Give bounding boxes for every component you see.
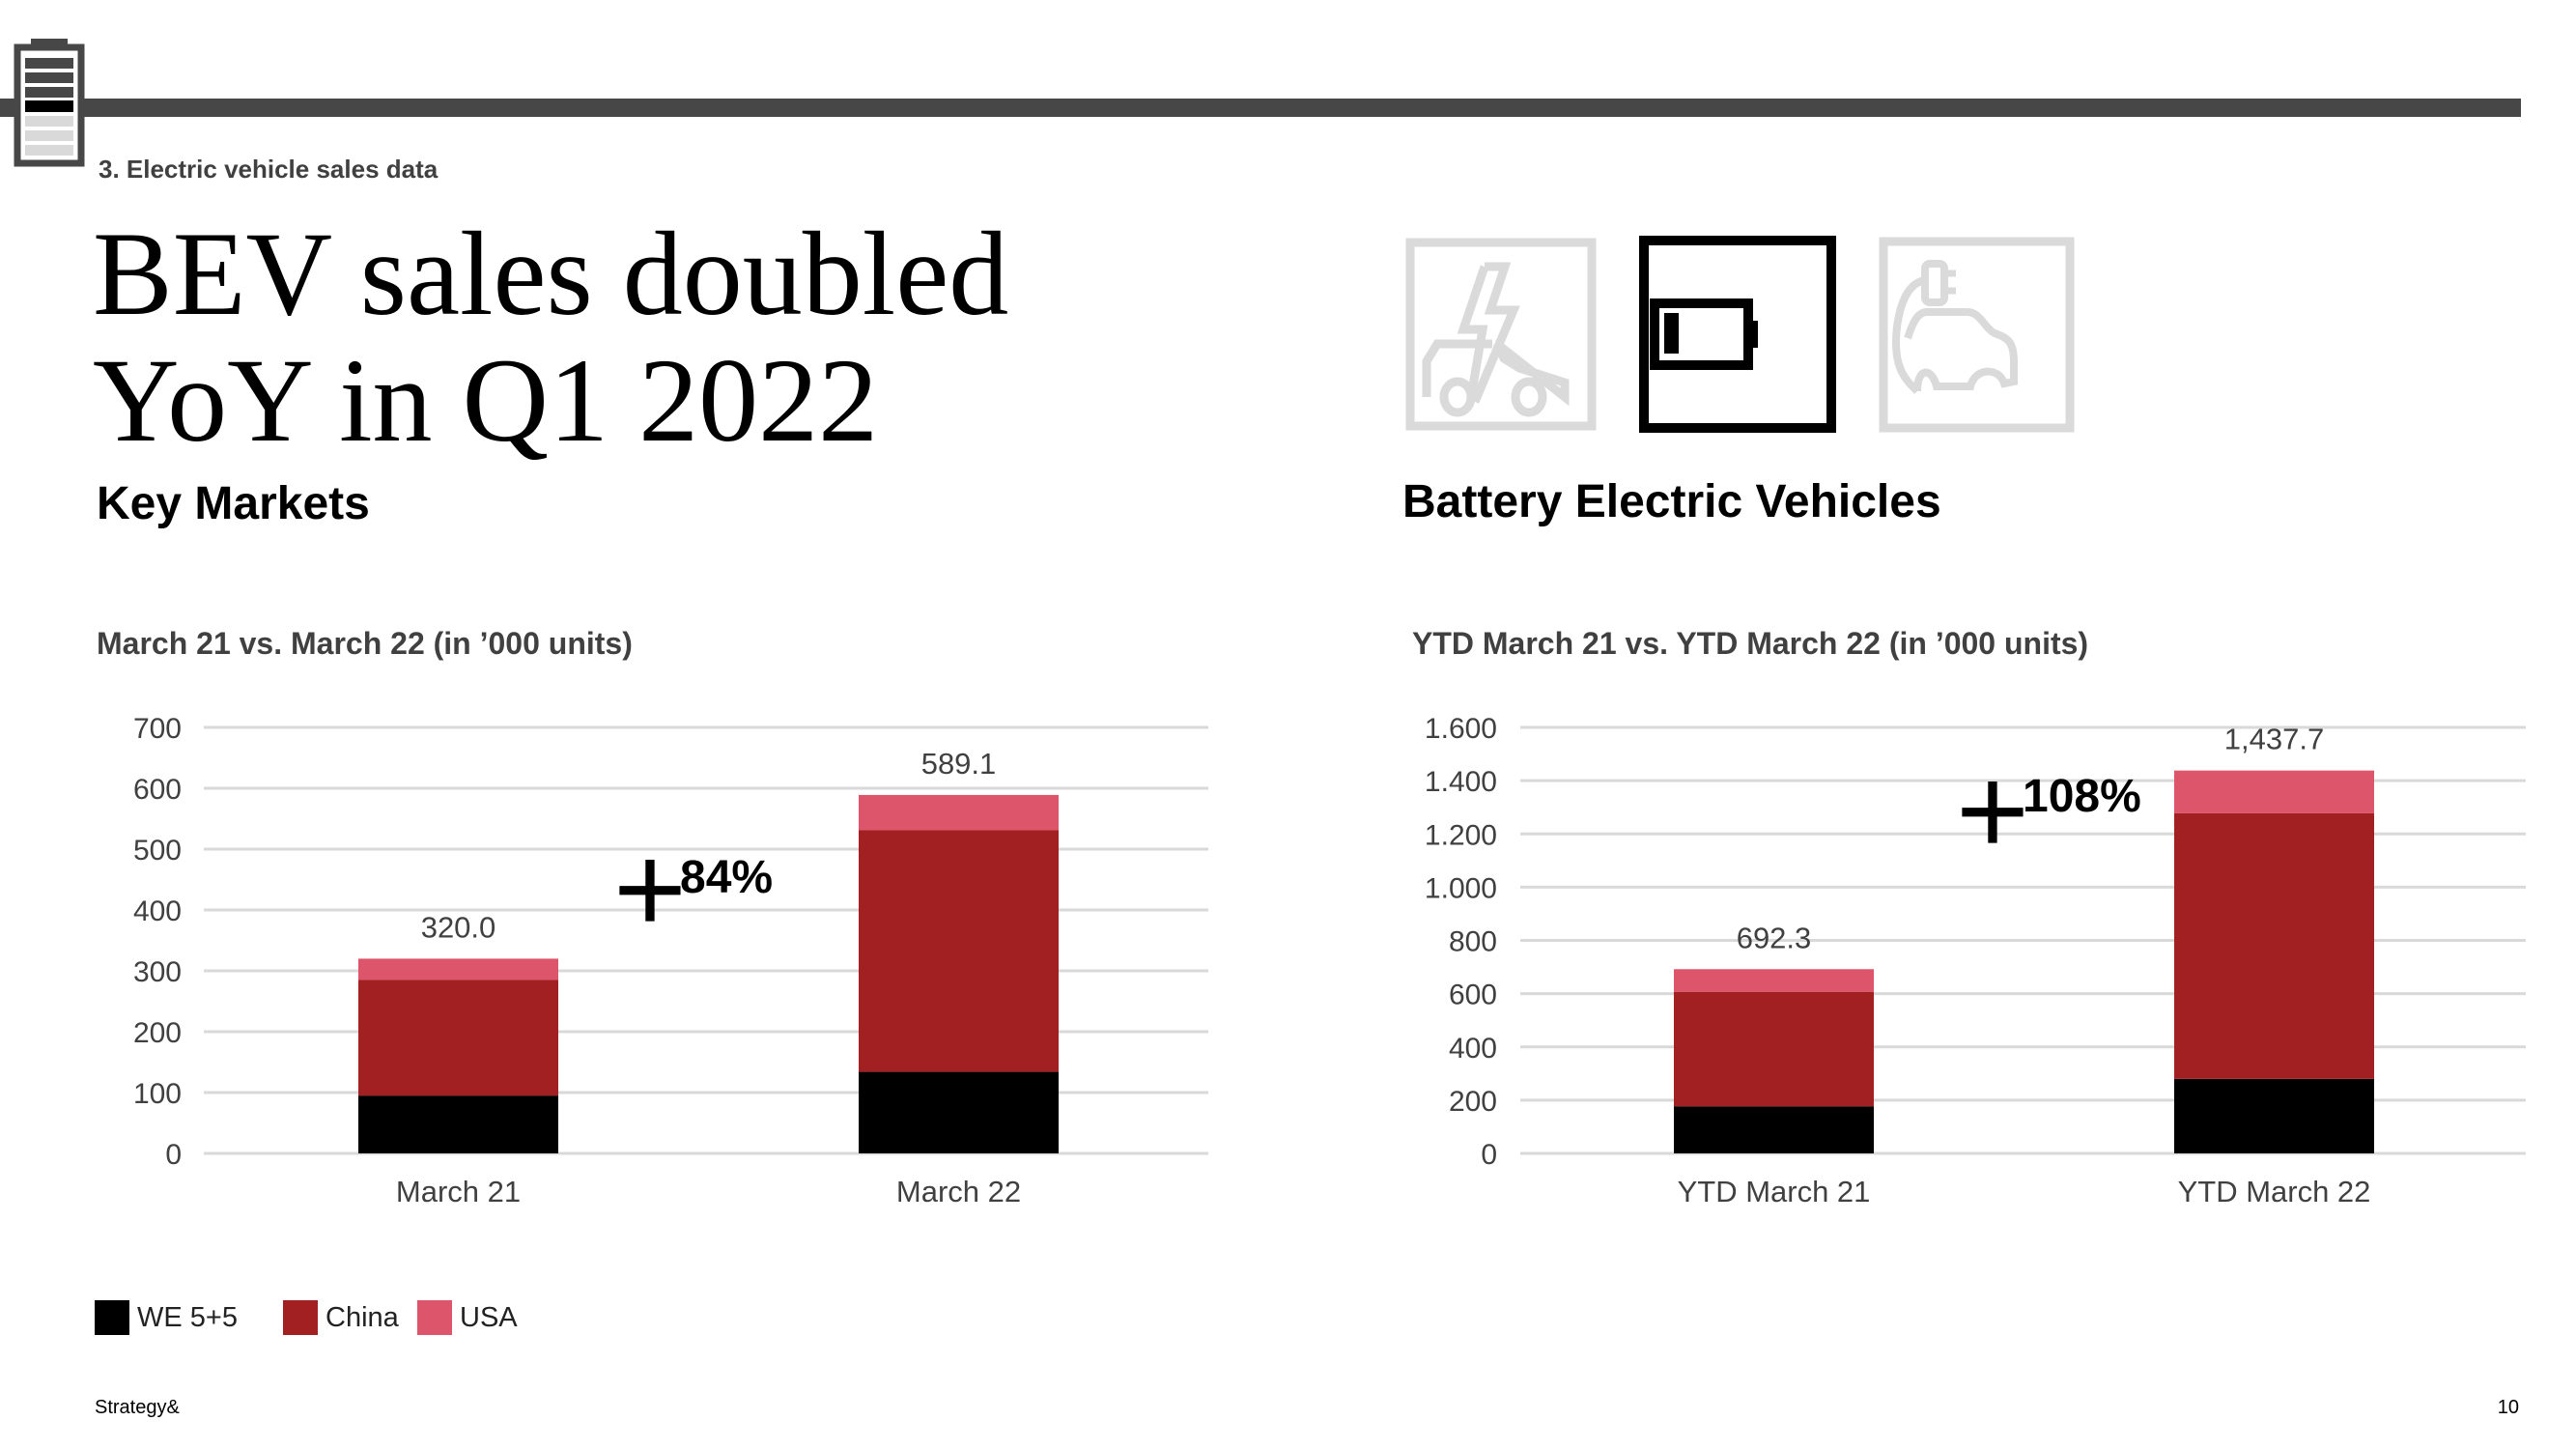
legend-item-china: China — [283, 1300, 399, 1335]
bar-total-label: 1,437.7 — [2224, 723, 2324, 756]
x-category-label: March 21 — [396, 1175, 521, 1208]
car-lightning-icon — [1405, 238, 1597, 431]
y-tick-label: 800 — [1449, 926, 1497, 958]
footer-brand: Strategy& — [95, 1397, 180, 1418]
bar-segment-china — [859, 830, 1059, 1072]
plus-sign-icon: + — [1956, 740, 2029, 881]
left-chart-title: March 21 vs. March 22 (in ’000 units) — [97, 626, 633, 661]
plus-sign-icon: + — [613, 818, 687, 959]
legend-item-we: WE 5+5 — [95, 1300, 238, 1335]
bar-segment-china — [1674, 991, 1874, 1107]
y-tick-label: 0 — [165, 1139, 182, 1171]
bar-segment-china — [358, 980, 558, 1096]
legend-item-usa: USA — [417, 1300, 518, 1335]
bar-segment-china — [2174, 812, 2374, 1079]
electric-car-plug-icon — [1879, 237, 2075, 433]
y-tick-label: 100 — [133, 1078, 182, 1110]
right-heading: Battery Electric Vehicles — [1402, 476, 1941, 527]
legend-label-we: WE 5+5 — [137, 1301, 238, 1333]
y-tick-label: 600 — [1449, 980, 1497, 1011]
left-heading: Key Markets — [97, 478, 370, 529]
header-bar — [0, 99, 2521, 117]
battery-level-icon — [14, 39, 85, 167]
bar-segment-usa — [358, 958, 558, 980]
title-line-1: BEV sales doubled — [93, 208, 1009, 340]
bar-segment-usa — [1674, 969, 1874, 992]
title-line-2: YoY in Q1 2022 — [93, 334, 879, 467]
y-tick-label: 1.200 — [1425, 819, 1497, 851]
battery-icon — [1639, 236, 1836, 433]
growth-annotation: 84% — [680, 852, 773, 903]
y-tick-label: 1.000 — [1425, 872, 1497, 904]
bar-segment-we — [358, 1095, 558, 1153]
y-tick-label: 700 — [133, 713, 182, 745]
legend-swatch-china — [283, 1300, 318, 1335]
bar-total-label: 320.0 — [421, 910, 496, 944]
y-tick-label: 200 — [1449, 1086, 1497, 1118]
growth-annotation: 108% — [2023, 771, 2141, 822]
y-tick-label: 300 — [133, 956, 182, 988]
legend-swatch-we — [95, 1300, 129, 1335]
y-tick-label: 0 — [1481, 1139, 1497, 1171]
legend-label-china: China — [326, 1301, 399, 1333]
bar-total-label: 589.1 — [921, 747, 997, 781]
page-title: BEV sales doubled YoY in Q1 2022 — [93, 211, 1008, 464]
y-tick-label: 200 — [133, 1017, 182, 1049]
x-category-label: YTD March 22 — [2178, 1175, 2371, 1208]
x-category-label: March 22 — [896, 1175, 1021, 1208]
legend-label-usa: USA — [460, 1301, 518, 1333]
y-tick-label: 600 — [133, 774, 182, 806]
bar-segment-we — [2174, 1078, 2374, 1153]
y-tick-label: 400 — [1449, 1033, 1497, 1065]
bar-segment-usa — [859, 794, 1059, 831]
right-chart-title: YTD March 21 vs. YTD March 22 (in ’000 u… — [1412, 626, 2089, 661]
bar-segment-we — [859, 1071, 1059, 1153]
bar-segment-usa — [2174, 770, 2374, 813]
bar-total-label: 692.3 — [1737, 921, 1812, 954]
y-tick-label: 500 — [133, 835, 182, 867]
x-category-label: YTD March 21 — [1678, 1175, 1871, 1208]
y-tick-label: 1.400 — [1425, 766, 1497, 798]
legend-swatch-usa — [417, 1300, 452, 1335]
y-tick-label: 400 — [133, 895, 182, 927]
bar-segment-we — [1674, 1106, 1874, 1153]
y-tick-label: 1.600 — [1425, 713, 1497, 745]
section-label: 3. Electric vehicle sales data — [99, 155, 439, 184]
page-number: 10 — [2497, 1397, 2519, 1418]
